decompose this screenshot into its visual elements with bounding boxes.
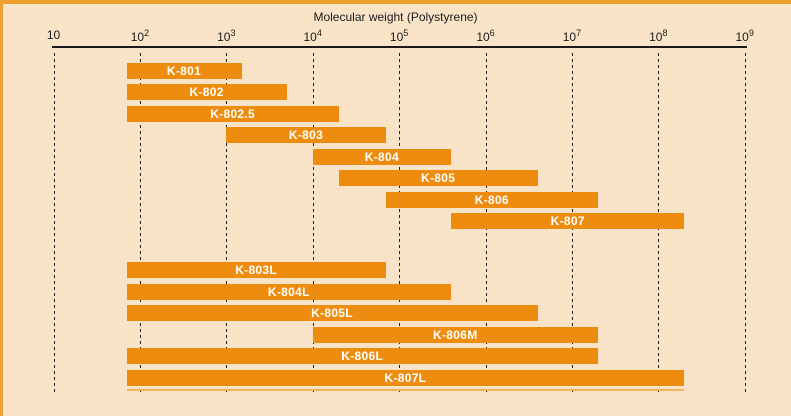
bar-label-k-807l: K-807L (384, 370, 427, 385)
bar-label-k-806m: K-806M (433, 327, 478, 342)
bar-label-k-802.5: K-802.5 (210, 106, 255, 121)
x-axis-line (52, 46, 747, 48)
axis-tick-label-10e5: 105 (389, 28, 409, 44)
gridline-10e2 (139, 53, 141, 392)
gridline-10e5 (399, 53, 401, 392)
range-bar-k-802: K-802 (126, 84, 287, 100)
bar-label-k-803l: K-803L (235, 263, 278, 277)
bar-label-k-802: K-802 (189, 85, 224, 99)
bar-label-k-805l: K-805L (311, 306, 353, 320)
axis-tick-label-10e1: 10 (46, 28, 61, 42)
bar-label-k-804l: K-804L (267, 284, 310, 299)
bar-label-k-801: K-801 (166, 63, 202, 78)
range-bar-k-804: K-804 (312, 148, 452, 165)
gridline-10e4 (312, 53, 314, 392)
bar-label-k-806: K-806 (474, 192, 509, 207)
range-bar-k-806l: K-806L (126, 348, 598, 364)
axis-tick-label-10e3: 103 (217, 28, 236, 44)
bar-label-k-803: K-803 (288, 128, 324, 142)
range-bar-k-805l: K-805L (126, 305, 538, 321)
range-bar-k-801: K-801 (126, 62, 242, 79)
bar-label-k-806l: K-806L (341, 349, 384, 363)
range-bar-k-804l: K-804L (126, 283, 452, 300)
axis-tick-label-10e7: 107 (562, 28, 582, 44)
gridline-10e1 (53, 53, 55, 392)
range-bar-k-807l: K-807L (126, 369, 685, 386)
range-bar-k-805: K-805 (338, 170, 538, 186)
bar-label-k-805: K-805 (421, 171, 456, 185)
gridline-10e9 (744, 53, 746, 392)
range-bar-k-802.5: K-802.5 (126, 105, 339, 122)
range-bar-k-806m: K-806M (312, 326, 598, 343)
axis-tick-label-10e4: 104 (303, 28, 322, 44)
bar-label-k-804: K-804 (364, 149, 399, 164)
range-bar-k-806: K-806 (385, 191, 598, 208)
axis-tick-label-10e2: 102 (130, 28, 150, 44)
axis-tick-label-10e6: 106 (476, 28, 495, 44)
bar-label-k-807: K-807 (550, 214, 585, 228)
bottom-underline (126, 388, 685, 391)
gridline-10e3 (226, 53, 228, 392)
chart-title: Molecular weight (Polystyrene) (313, 10, 478, 24)
panel-left-accent-bar (0, 0, 3, 416)
range-bar-k-803: K-803 (226, 127, 386, 143)
panel-top-accent-bar (0, 0, 791, 4)
range-bar-k-803l: K-803L (126, 262, 386, 278)
range-bar-k-807: K-807 (451, 213, 685, 229)
axis-tick-label-10e9: 109 (735, 28, 754, 44)
axis-tick-label-10e8: 108 (649, 28, 668, 44)
